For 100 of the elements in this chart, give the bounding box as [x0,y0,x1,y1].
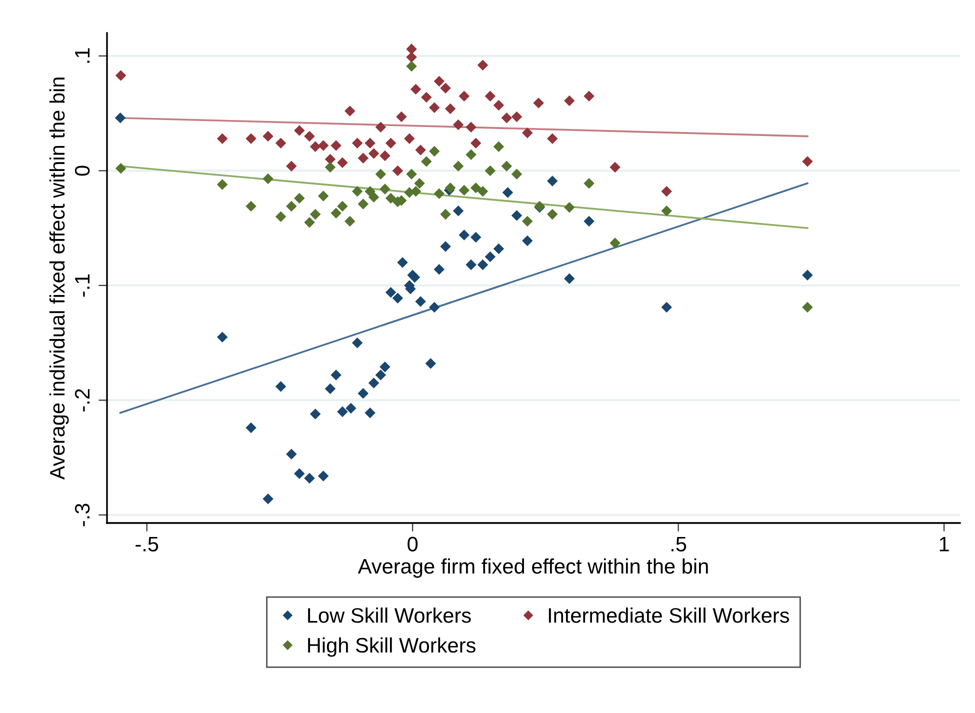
point [380,150,390,162]
y-tick-label: -.3 [74,504,90,526]
point [262,130,274,142]
point [661,205,672,216]
point [429,146,440,157]
point [310,408,321,420]
point [358,198,369,210]
point [661,302,672,313]
point [466,259,476,270]
point [375,370,386,380]
point [522,127,533,138]
point [452,205,464,216]
point [324,383,336,394]
point [364,138,376,149]
y-tick-label: 0 [74,166,90,176]
point [470,138,482,149]
point [246,422,256,434]
point [564,273,575,284]
point [484,251,496,262]
point [477,259,488,270]
point [546,176,558,186]
point [546,133,558,144]
point [564,202,575,213]
point [368,378,380,388]
point [458,90,470,102]
point [584,90,594,102]
point [330,370,342,380]
point [262,494,274,504]
point [310,141,321,152]
point [493,141,504,152]
point [610,162,620,173]
y-tick-label: -.2 [74,389,90,412]
point [414,178,425,189]
point [452,119,464,130]
point [216,133,228,144]
point [275,138,286,149]
point [246,200,256,212]
point [286,160,297,172]
point [115,70,126,81]
x-axis-title: Average firm fixed effect within the bin [358,558,708,578]
point [458,230,470,240]
point [415,296,426,307]
point [444,103,456,114]
point [444,182,456,194]
point [452,160,464,172]
point [802,156,813,167]
point [310,208,321,220]
point [610,238,620,248]
point [397,257,408,268]
point [406,44,417,54]
point [470,232,482,243]
y-axis-title: Average individual fixed effect within the bin [49,78,69,480]
point [396,111,407,122]
point [358,152,369,164]
point [352,337,363,348]
point [358,388,369,399]
point [216,332,228,342]
point [304,472,315,484]
point [409,272,420,283]
point [368,148,380,159]
point [493,100,504,111]
point [385,192,396,204]
point [429,102,440,113]
point [114,112,126,124]
point [304,216,315,228]
point [434,264,445,275]
y-tick-label: -.1 [75,274,90,297]
legend-label: High Skill Workers [308,637,476,657]
point [440,82,451,94]
point [385,138,396,149]
x-tick-label: 1 [940,536,949,552]
point [368,192,380,202]
point [415,144,426,156]
point [286,200,297,212]
point [484,165,496,176]
x-tick-label: .5 [672,536,686,552]
point [344,216,356,227]
point [275,381,286,392]
point [533,98,544,108]
point [522,216,533,227]
point [501,160,512,172]
point [404,133,415,144]
point [380,362,390,372]
point [406,52,417,62]
point [294,192,305,204]
point [324,154,336,165]
point [364,186,376,197]
point [458,184,470,196]
point [392,165,404,176]
point [440,241,451,252]
point [466,149,476,160]
point [318,190,329,202]
point [546,208,558,220]
point [406,168,417,180]
point [434,76,445,87]
point [246,133,256,144]
point [802,270,813,281]
legend-label: Low Skill Workers [308,608,471,623]
point [440,208,451,220]
point [294,468,305,480]
